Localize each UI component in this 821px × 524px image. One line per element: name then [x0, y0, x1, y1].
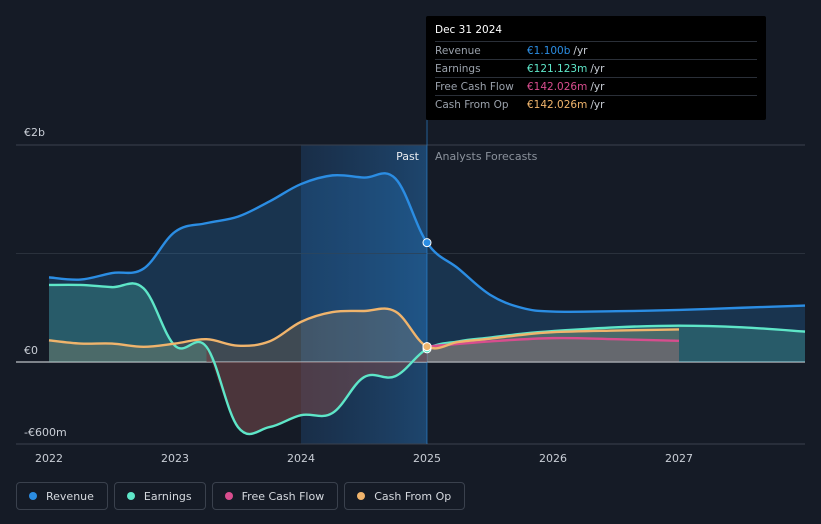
area-earnings — [49, 283, 805, 435]
tooltip-value: €121.123m — [527, 62, 588, 75]
legend-label: Free Cash Flow — [241, 489, 325, 503]
legend-item-earnings[interactable]: Earnings — [113, 482, 206, 510]
x-tick-label: 2026 — [539, 452, 567, 465]
line-cash-from-op — [48, 307, 680, 350]
legend-label: Earnings — [143, 489, 192, 503]
x-tick-label: 2024 — [287, 452, 315, 465]
chart-legend: Revenue Earnings Free Cash Flow Cash Fro… — [16, 482, 466, 510]
tooltip-unit: /yr — [573, 44, 588, 57]
tooltip-row-free-cash-flow: Free Cash Flow €142.026m /yr — [435, 77, 757, 95]
tooltip-value: €142.026m — [527, 98, 588, 111]
y-label-bottom: -€600m — [24, 426, 67, 439]
area-earnings-negative — [206, 346, 427, 435]
hover-tooltip: Dec 31 2024 Revenue €1.100b /yr Earnings… — [426, 16, 766, 120]
legend-label: Cash From Op — [374, 489, 452, 503]
x-tick-label: 2025 — [413, 452, 441, 465]
legend-item-revenue[interactable]: Revenue — [16, 482, 108, 510]
line-revenue — [48, 172, 806, 314]
forecast-label: Analysts Forecasts — [435, 150, 538, 163]
tooltip-unit: /yr — [590, 98, 605, 111]
tooltip-row-revenue: Revenue €1.100b /yr — [435, 41, 757, 59]
tooltip-unit: /yr — [590, 80, 605, 93]
past-label: Past — [396, 150, 420, 163]
tooltip-unit: /yr — [590, 62, 605, 75]
line-free-cash-flow — [426, 336, 680, 348]
tooltip-label: Free Cash Flow — [435, 80, 514, 93]
tooltip-value: €142.026m — [527, 80, 588, 93]
x-tick-label: 2027 — [665, 452, 693, 465]
tooltip-row-cash-from-op: Cash From Op €142.026m /yr — [435, 95, 757, 113]
y-label-zero: €0 — [24, 344, 38, 357]
tooltip-label: Cash From Op — [435, 98, 509, 111]
legend-item-free-cash-flow[interactable]: Free Cash Flow — [211, 482, 339, 510]
tooltip-value: €1.100b — [527, 44, 571, 57]
x-tick-label: 2022 — [35, 452, 63, 465]
area-free-cash-flow — [427, 338, 679, 362]
tooltip-row-earnings: Earnings €121.123m /yr — [435, 59, 757, 77]
area-revenue — [49, 173, 805, 362]
marker-revenue — [422, 238, 432, 248]
marker-cash-from-op — [422, 342, 432, 352]
legend-dot-icon — [357, 492, 366, 500]
x-tick-label: 2023 — [161, 452, 189, 465]
tooltip-date: Dec 31 2024 — [435, 24, 503, 36]
legend-dot-icon — [224, 492, 233, 500]
legend-item-cash-from-op[interactable]: Cash From Op — [344, 482, 466, 510]
tooltip-label: Earnings — [435, 62, 481, 75]
legend-dot-icon — [126, 492, 135, 500]
line-earnings — [48, 282, 806, 436]
y-label-top: €2b — [24, 126, 45, 139]
legend-label: Revenue — [46, 489, 94, 503]
legend-dot-icon — [29, 492, 37, 500]
tooltip-label: Revenue — [435, 44, 481, 57]
